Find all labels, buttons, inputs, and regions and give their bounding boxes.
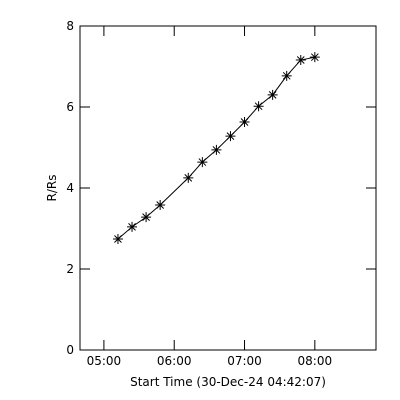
asterisk-marker [155, 200, 166, 211]
asterisk-marker [253, 101, 264, 112]
plot-frame [79, 25, 377, 351]
x-tick-label: 08:00 [298, 354, 333, 368]
asterisk-marker [281, 70, 292, 81]
asterisk-marker [225, 131, 236, 142]
asterisk-marker [112, 234, 123, 245]
asterisk-marker [141, 212, 152, 223]
asterisk-marker [267, 89, 278, 100]
asterisk-marker [295, 55, 306, 66]
asterisk-marker [127, 221, 138, 232]
y-tick-label: 8 [66, 19, 74, 33]
asterisk-marker [197, 157, 208, 168]
y-tick-label: 0 [66, 343, 74, 357]
x-tick-label: 05:00 [87, 354, 122, 368]
y-tick-label: 6 [66, 100, 74, 114]
x-tick-label: 07:00 [227, 354, 262, 368]
asterisk-marker [183, 172, 194, 183]
asterisk-marker [239, 116, 250, 127]
y-tick-label: 2 [66, 262, 74, 276]
asterisk-marker [211, 144, 222, 155]
x-axis-label: Start Time (30-Dec-24 04:42:07) [130, 375, 326, 389]
y-tick-label: 4 [66, 181, 74, 195]
x-tick-label: 06:00 [157, 354, 192, 368]
y-axis-label: R/Rs [45, 175, 59, 202]
asterisk-marker [309, 52, 320, 63]
